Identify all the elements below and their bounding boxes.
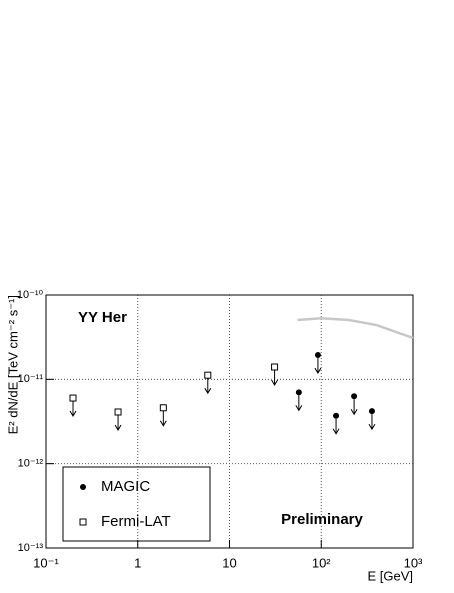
preliminary-label: Preliminary [281, 511, 363, 528]
upper-limit-arrowhead [204, 387, 212, 395]
x-tick-label: 1 [134, 555, 141, 570]
upper-limit-arrowhead [368, 423, 376, 431]
data-point [271, 363, 279, 371]
upper-limit-arrowhead [350, 408, 358, 416]
legend-label: MAGIC [101, 478, 150, 495]
y-tick-label: 10⁻¹⁰ [17, 289, 44, 301]
x-tick-label: 10² [312, 555, 331, 570]
data-point [204, 371, 212, 379]
data-point [114, 408, 122, 416]
data-point [314, 352, 321, 359]
x-tick-label: 10³ [404, 555, 423, 570]
y-tick-label: 10⁻¹¹ [18, 373, 44, 385]
upper-limit-arrowhead [332, 428, 340, 435]
upper-limit-arrowhead [69, 410, 77, 418]
legend [62, 466, 211, 542]
upper-limit-arrowhead [159, 420, 167, 427]
source-label: YY Her [78, 309, 127, 326]
upper-limit-arrowhead [295, 405, 303, 412]
x-tick-label: 10 [222, 555, 236, 570]
y-tick-label: 10⁻¹² [18, 458, 44, 470]
legend-marker [79, 518, 87, 526]
data-point [368, 408, 375, 415]
data-point [159, 404, 167, 412]
model-curve [297, 316, 414, 340]
upper-limit-arrowhead [114, 424, 122, 431]
data-point [295, 389, 302, 396]
y-axis-label: E² dN/dE [TeV cm⁻² s⁻¹] [5, 295, 20, 434]
upper-limit-arrowhead [271, 379, 279, 386]
x-tick-label: 10⁻¹ [33, 555, 59, 570]
upper-limit-arrowhead [314, 367, 322, 375]
x-axis-label: E [GeV] [367, 568, 413, 583]
legend-marker [80, 484, 86, 490]
data-point [351, 393, 358, 400]
legend-label: Fermi-LAT [101, 513, 171, 530]
data-point [69, 394, 77, 402]
data-point [333, 412, 340, 419]
y-tick-label: 10⁻¹³ [18, 542, 44, 554]
